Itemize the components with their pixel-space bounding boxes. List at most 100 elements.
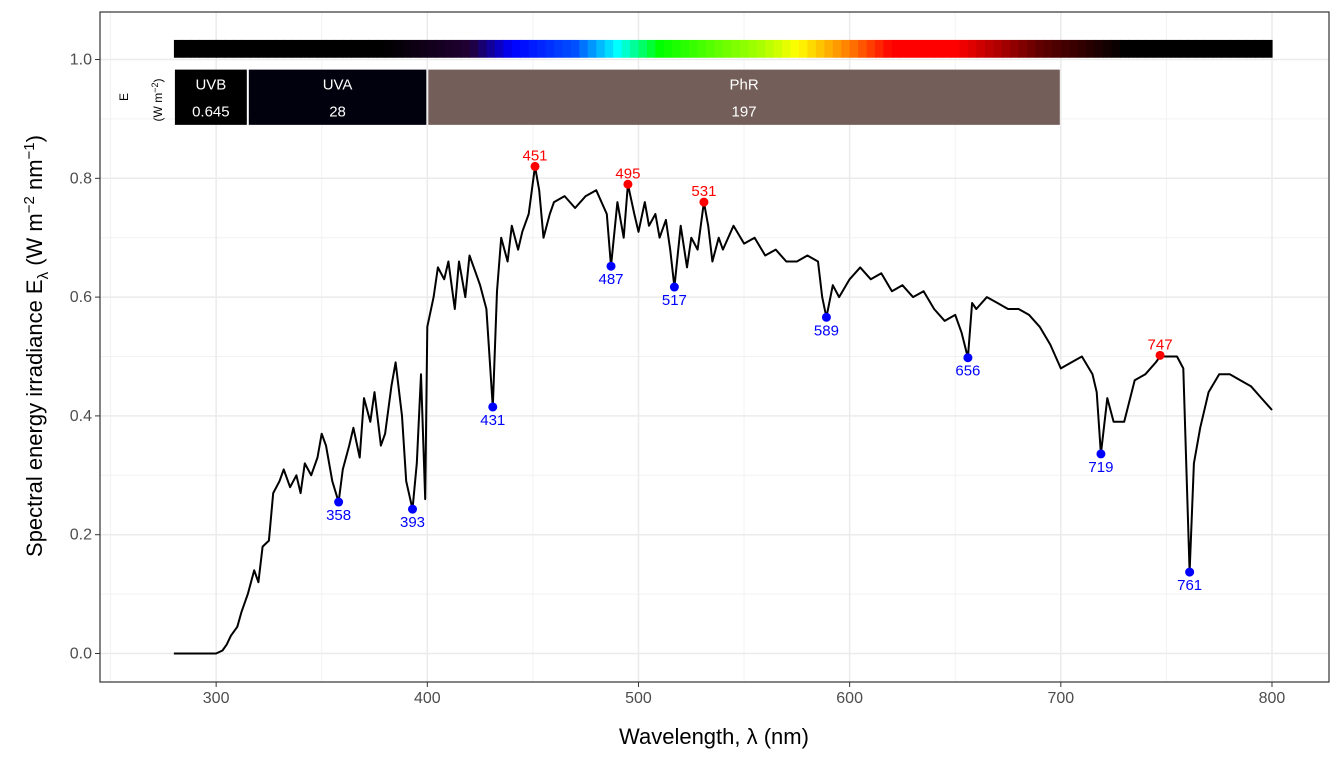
color-bar-segment — [655, 39, 665, 58]
color-bar-segment — [216, 39, 226, 58]
color-bar-segment — [452, 39, 462, 58]
color-bar-segment — [1060, 39, 1070, 58]
color-bar-segment — [1111, 39, 1121, 58]
waveband-box — [174, 69, 247, 125]
spectrum-line — [173, 165, 1273, 655]
y-tick-label: 0.4 — [70, 408, 92, 425]
valley-point — [963, 353, 973, 363]
color-bar-segment — [1221, 39, 1231, 58]
waveband-name: PhR — [729, 77, 758, 94]
color-bar-segment — [1136, 39, 1146, 58]
peak-point — [699, 197, 709, 207]
color-bar-segment — [908, 39, 918, 58]
color-bar-segment — [1128, 39, 1138, 58]
waveband-units: (W m−2) — [150, 79, 165, 122]
color-bar-segment — [435, 39, 445, 58]
color-bar-segment — [1238, 39, 1248, 58]
color-bar-segment — [579, 39, 589, 58]
color-bar-segment — [1069, 39, 1079, 58]
color-bar-segment — [858, 39, 868, 58]
x-tick-label: 800 — [1259, 690, 1286, 707]
waveband-value: 0.645 — [192, 104, 230, 121]
color-bar-segment — [798, 39, 809, 58]
color-bar-segment — [630, 39, 640, 58]
peak-label: 495 — [615, 165, 640, 182]
color-bar-segment — [866, 39, 876, 58]
color-bar-segment — [461, 39, 471, 58]
valley-label: 431 — [480, 412, 505, 429]
peak-label: 451 — [522, 147, 547, 164]
waveband-box — [248, 69, 427, 125]
x-tick-label: 600 — [836, 690, 863, 707]
x-axis-ticks: 300 400 500 600 700 800 — [203, 682, 1286, 707]
waveband-box — [428, 69, 1060, 125]
valley-point — [821, 312, 831, 322]
color-bar-segment — [1229, 39, 1239, 58]
color-bar-segment — [1195, 39, 1206, 58]
color-bar-segment — [841, 39, 851, 58]
color-bar-segment — [773, 39, 783, 58]
color-bar-segment — [883, 39, 893, 58]
color-bar-segment — [1001, 39, 1011, 58]
y-tick-label: 0.2 — [70, 527, 92, 544]
peak-point — [530, 161, 540, 171]
color-bar-segment — [309, 39, 319, 58]
color-bar-segment — [1145, 39, 1155, 58]
wavelength-color-bar — [173, 39, 1273, 58]
waveband-value: 197 — [732, 104, 757, 121]
peak-label: 747 — [1148, 336, 1173, 353]
color-bar-segment — [317, 39, 327, 58]
color-bar-segment — [300, 39, 310, 58]
peak-label: 531 — [691, 183, 716, 200]
color-bar-segment — [748, 39, 758, 58]
color-bar-segment — [325, 39, 335, 58]
valley-point — [1185, 567, 1195, 577]
color-bar-segment — [1035, 39, 1045, 58]
color-bar-segment — [951, 39, 961, 58]
color-bar-segment — [1204, 39, 1214, 58]
valley-point — [1096, 449, 1106, 459]
color-bar-segment — [891, 39, 901, 58]
color-bar-segment — [689, 39, 699, 58]
color-bar-segment — [224, 39, 234, 58]
color-bar-segment — [233, 39, 243, 58]
x-tick-label: 700 — [1047, 690, 1074, 707]
color-bar-segment — [832, 39, 842, 58]
color-bar-segment — [613, 39, 623, 58]
color-bar-segment — [401, 39, 412, 58]
color-bar-segment — [199, 39, 209, 58]
color-bar-segment — [1162, 39, 1172, 58]
color-bar-segment — [570, 39, 580, 58]
color-bar-segment — [511, 39, 521, 58]
waveband-name: UVB — [195, 77, 226, 94]
y-axis-title: Spectral energy irradiance Eλ (W m−2 nm−… — [21, 135, 52, 557]
color-bar-segment — [1043, 39, 1053, 58]
color-bar-segment — [1179, 39, 1189, 58]
valley-point — [669, 282, 679, 292]
color-bar-segment — [739, 39, 749, 58]
waveband-boxes: UVB 0.645 UVA 28 PhR 197 — [174, 69, 1060, 125]
y-tick-label: 0.8 — [70, 170, 92, 187]
valley-label: 656 — [955, 363, 980, 380]
color-bar-segment — [292, 39, 302, 58]
y-tick-label: 0.0 — [70, 645, 92, 662]
color-bar-segment — [503, 39, 513, 58]
color-bar-segment — [1027, 39, 1037, 58]
color-bar-segment — [663, 39, 673, 58]
color-bar-segment — [917, 39, 927, 58]
color-bar-segment — [427, 39, 437, 58]
color-bar-segment — [697, 39, 707, 58]
color-bar-segment — [1094, 39, 1104, 58]
color-bar-segment — [824, 39, 834, 58]
valley-point — [334, 497, 344, 507]
color-bar-segment — [359, 39, 369, 58]
valley-label: 517 — [662, 292, 687, 309]
color-bar-segment — [418, 39, 428, 58]
color-bar-segment — [587, 39, 597, 58]
color-bar-segment — [385, 39, 395, 58]
x-tick-label: 500 — [625, 690, 652, 707]
y-axis-ticks: 0.0 0.2 0.4 0.6 0.8 1.0 — [70, 52, 100, 662]
color-bar-segment — [368, 39, 378, 58]
peak-point — [1155, 350, 1165, 360]
